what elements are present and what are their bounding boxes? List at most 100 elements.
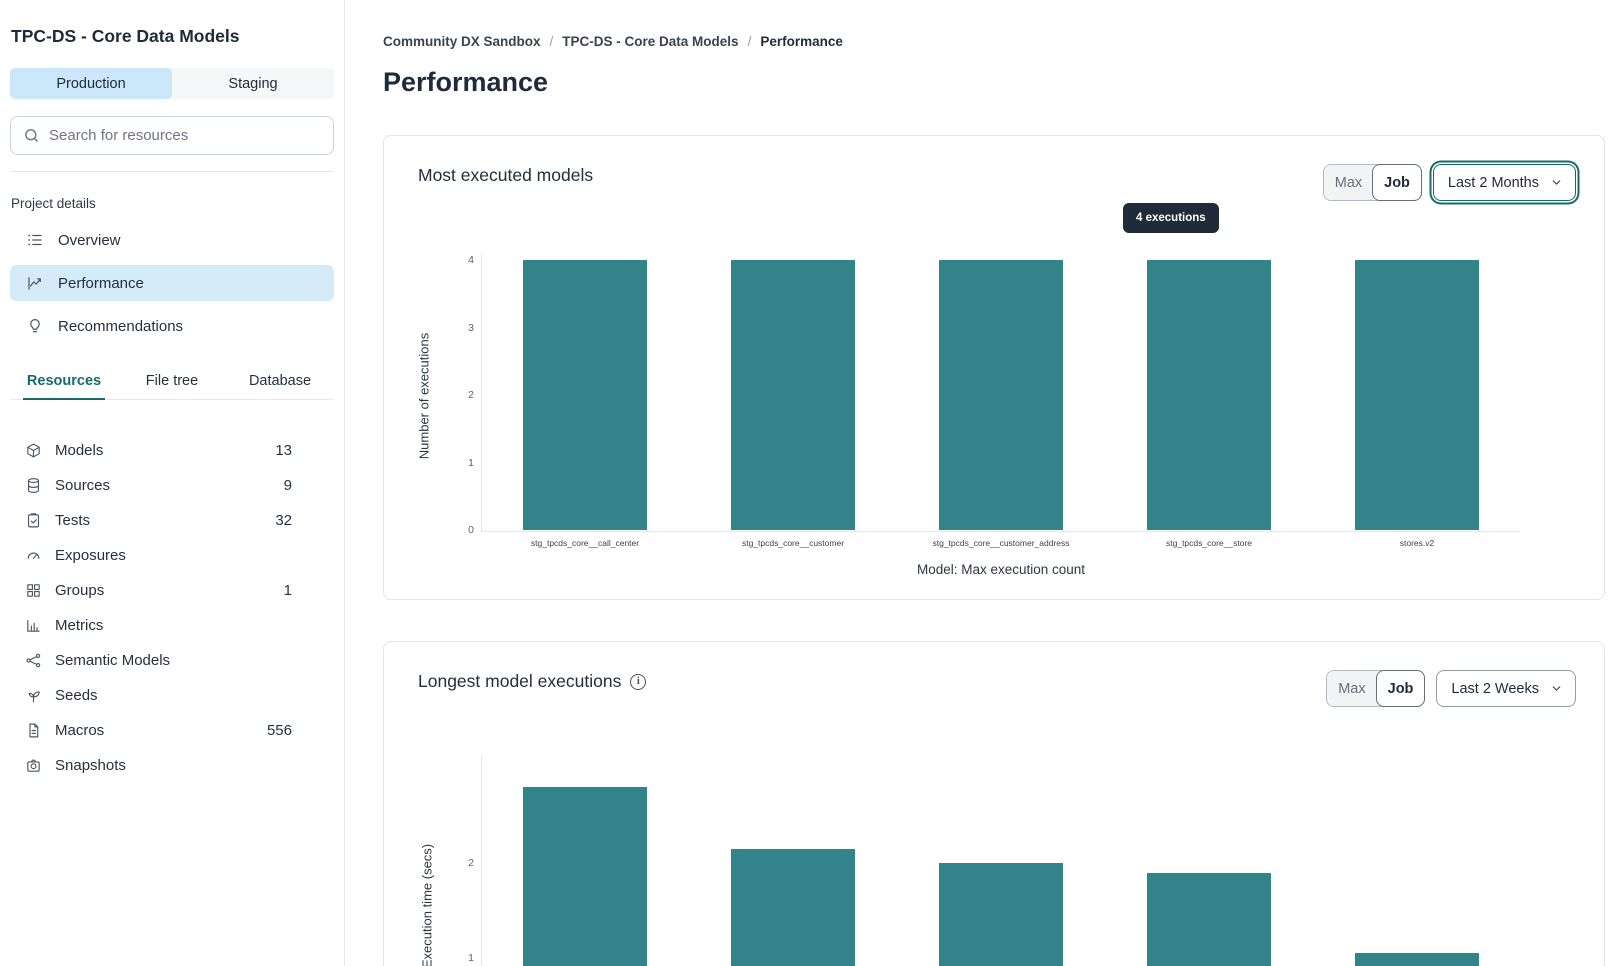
chart-bar[interactable] xyxy=(1355,953,1479,966)
y-axis-label: Number of executions xyxy=(416,332,432,460)
chart-bar[interactable] xyxy=(523,787,647,966)
chart-bar[interactable] xyxy=(731,260,855,530)
resource-item-semantic-models[interactable]: Semantic Models xyxy=(25,643,292,678)
page-title: Performance xyxy=(383,67,549,97)
most-executed-models-card: Most executed models Max Job Last 2 Mont… xyxy=(383,135,1605,600)
breadcrumb-item-tpc-ds-core-data-models[interactable]: TPC-DS - Core Data Models xyxy=(562,34,739,49)
sidebar-item-label: Recommendations xyxy=(58,317,184,335)
longest-model-executions-chart: Execution time (secs) 1 2 xyxy=(384,642,1604,966)
search-input[interactable] xyxy=(49,127,321,144)
performance-chart-icon xyxy=(26,274,44,292)
x-tick-label: stores.v2 xyxy=(1399,538,1435,548)
sidebar-item-performance[interactable]: Performance xyxy=(10,265,334,301)
grid-icon xyxy=(25,582,42,599)
x-tick-label: stg_tpcds_core__customer_address xyxy=(932,538,1070,548)
chart-title-text: Most executed models xyxy=(418,165,594,185)
max-toggle-button[interactable]: Max xyxy=(1323,165,1374,200)
chevron-down-icon xyxy=(1550,176,1563,189)
resource-label: Tests xyxy=(55,512,91,529)
resource-label: Models xyxy=(55,442,104,459)
tab-database[interactable]: Database xyxy=(248,373,312,389)
tab-resources[interactable]: Resources xyxy=(10,373,118,400)
resource-label: Exposures xyxy=(55,547,126,564)
lightbulb-icon xyxy=(26,317,44,335)
cube-icon xyxy=(25,442,42,459)
chart-bar[interactable] xyxy=(523,260,647,530)
timeframe-dropdown[interactable]: Last 2 Weeks xyxy=(1436,670,1576,707)
resource-count: 9 xyxy=(283,477,292,494)
chart-controls: Max Job Last 2 Weeks xyxy=(1326,670,1576,707)
sidebar-item-recommendations[interactable]: Recommendations xyxy=(10,308,334,344)
max-job-toggle: Max Job xyxy=(1322,164,1422,201)
x-tick-label: stg_tpcds_core__call_center xyxy=(530,538,640,548)
resource-item-tests[interactable]: Tests 32 xyxy=(25,503,292,538)
y-tick-label: 3 xyxy=(468,321,474,334)
resource-label: Macros xyxy=(55,722,105,739)
y-axis-line xyxy=(481,756,482,966)
resource-label: Semantic Models xyxy=(55,652,171,669)
resource-item-groups[interactable]: Groups 1 xyxy=(25,573,292,608)
sidebar: TPC-DS - Core Data Models Production Sta… xyxy=(0,0,345,966)
y-tick-label: 1 xyxy=(468,456,474,469)
y-tick-label: 4 xyxy=(468,254,474,267)
longest-model-executions-card: Longest model executions i Max Job Last … xyxy=(383,641,1605,966)
database-icon xyxy=(25,477,42,494)
timeframe-dropdown[interactable]: Last 2 Months xyxy=(1432,164,1576,201)
info-icon[interactable]: i xyxy=(630,673,647,690)
resource-item-sources[interactable]: Sources 9 xyxy=(25,468,292,503)
resources-list: Models 13 Sources 9 Tests 32 Exposures Groups 1 M… xyxy=(10,433,334,783)
resource-label: Snapshots xyxy=(55,757,126,774)
resource-count: 556 xyxy=(266,722,292,739)
breadcrumb-separator: / xyxy=(549,34,554,49)
env-tab-production[interactable]: Production xyxy=(10,68,172,99)
max-job-toggle: Max Job xyxy=(1326,670,1426,707)
camera-icon xyxy=(25,757,42,774)
resource-label: Metrics xyxy=(55,617,104,634)
chart-bar[interactable] xyxy=(939,863,1063,966)
breadcrumb-separator: / xyxy=(747,34,752,49)
env-tab-staging[interactable]: Staging xyxy=(228,75,278,92)
resource-item-models[interactable]: Models 13 xyxy=(25,433,292,468)
project-details-heading: Project details xyxy=(11,196,96,211)
x-tick-label: stg_tpcds_core__store xyxy=(1166,538,1252,548)
job-toggle-button[interactable]: Job xyxy=(1372,164,1422,201)
search-box[interactable] xyxy=(10,116,334,155)
chart-bar[interactable] xyxy=(1355,260,1479,530)
resource-item-snapshots[interactable]: Snapshots xyxy=(25,748,292,783)
document-icon xyxy=(25,722,42,739)
chevron-down-icon xyxy=(1550,682,1563,695)
job-toggle-button[interactable]: Job xyxy=(1375,670,1426,707)
chart-bar[interactable] xyxy=(1147,260,1271,530)
resource-label: Seeds xyxy=(55,687,98,704)
resource-item-exposures[interactable]: Exposures xyxy=(25,538,292,573)
y-axis-line xyxy=(481,254,482,531)
chart-bar[interactable] xyxy=(1147,872,1271,966)
sidebar-item-overview[interactable]: Overview xyxy=(10,222,334,258)
project-title: TPC-DS - Core Data Models xyxy=(11,26,240,46)
resource-count: 32 xyxy=(275,512,292,529)
chart-bar[interactable] xyxy=(731,848,855,966)
x-axis-title: Model: Max execution count xyxy=(916,562,1086,577)
resource-item-metrics[interactable]: Metrics xyxy=(25,608,292,643)
seedling-icon xyxy=(25,687,42,704)
chart-tooltip: 4 executions xyxy=(1123,203,1219,233)
sidebar-item-label: Performance xyxy=(58,274,144,292)
resource-label: Sources xyxy=(55,477,111,494)
environment-toggle: Production Staging xyxy=(10,68,334,99)
tab-file-tree[interactable]: File tree xyxy=(145,373,199,389)
y-tick-label: 1 xyxy=(468,952,474,964)
breadcrumb-item-community-dx-sandbox[interactable]: Community DX Sandbox xyxy=(383,34,541,49)
resource-item-seeds[interactable]: Seeds xyxy=(25,678,292,713)
gauge-icon xyxy=(25,547,42,564)
chart-title: Most executed models xyxy=(418,165,593,186)
most-executed-models-chart: Number of executions 0 1 2 3 4 stg_tpcds_core_… xyxy=(384,136,1604,599)
y-axis-label: Execution time (secs) xyxy=(419,843,435,966)
resource-count: 13 xyxy=(275,442,292,459)
bar-chart-icon xyxy=(25,617,42,634)
chart-bar[interactable] xyxy=(939,260,1063,530)
breadcrumb-item-performance: Performance xyxy=(760,34,843,49)
resource-item-macros[interactable]: Macros 556 xyxy=(25,713,292,748)
x-tick-label: stg_tpcds_core__customer xyxy=(741,538,845,548)
y-tick-label: 2 xyxy=(468,857,474,869)
max-toggle-button[interactable]: Max xyxy=(1327,671,1377,706)
